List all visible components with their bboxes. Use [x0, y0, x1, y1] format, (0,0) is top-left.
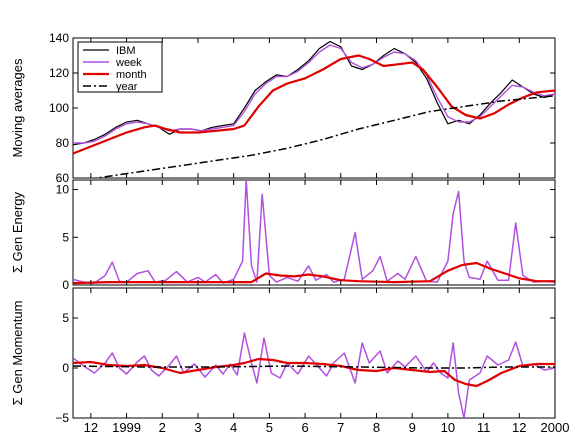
xtick-label: 4: [230, 420, 237, 435]
xtick-label: 2: [159, 420, 166, 435]
xtick-label: 12: [84, 420, 98, 435]
panel-2-ylabel: Σ Gen Energy: [10, 191, 25, 273]
xtick-label: 9: [409, 420, 416, 435]
legend-label-month: month: [116, 69, 147, 81]
panel-3-ylabel: Σ Gen Momentum: [10, 301, 25, 406]
xtick-label: 1999: [112, 420, 141, 435]
xtick-label: 8: [373, 420, 380, 435]
xtick-label: 5: [266, 420, 273, 435]
panel-3-frame: [72, 287, 556, 419]
xtick-label: 3: [194, 420, 201, 435]
panel-3-ytick-label: 5: [62, 311, 69, 325]
xtick-label: 6: [301, 420, 308, 435]
xtick-label: 12: [512, 420, 526, 435]
panel-2-ytick-label: 0: [62, 278, 69, 292]
panel-3-ytick-label: −5: [55, 411, 69, 425]
panel-2-series-week-line: [73, 180, 555, 284]
xtick-label: 11: [477, 420, 491, 435]
panel-3-ytick-label: 0: [62, 361, 69, 375]
xtick-label: 10: [441, 420, 455, 435]
panel-1-ytick-label: 60: [56, 171, 70, 185]
panel-3-series-year-line: [73, 365, 555, 369]
panel-1-ytick-label: 140: [49, 31, 69, 45]
panel-2-ytick-label: 5: [62, 230, 69, 244]
xtick-label: 2000: [541, 420, 570, 435]
panel-1-series-year-line: [91, 95, 555, 178]
panel-1-ylabel: Moving averages: [10, 58, 25, 157]
panel-2-ytick-label: 10: [56, 183, 70, 197]
panel-2-frame: [72, 179, 556, 286]
panel-3-series-week-line: [73, 332, 555, 418]
panel-1-ytick-label: 100: [49, 101, 69, 115]
panel-1-ytick-label: 120: [49, 66, 69, 80]
xtick-label: 7: [337, 420, 344, 435]
legend-label-IBM: IBM: [116, 45, 136, 57]
panel-3-series-month-line: [73, 357, 555, 388]
legend-label-week: week: [115, 57, 142, 69]
panel-1-ytick-label: 80: [56, 136, 70, 150]
legend-label-year: year: [116, 81, 138, 93]
panel-1-series-month-line: [73, 54, 555, 155]
